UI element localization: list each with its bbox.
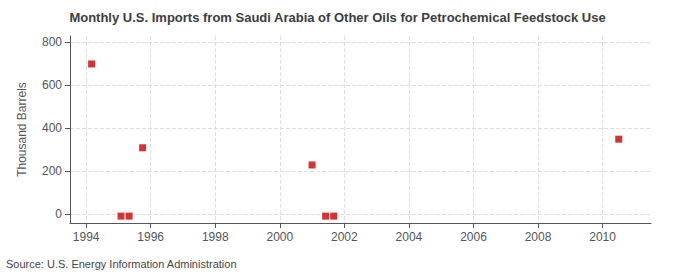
svg-text:2008: 2008 (525, 230, 552, 244)
svg-text:Monthly U.S. Imports from Saud: Monthly U.S. Imports from Saudi Arabia o… (69, 10, 605, 25)
svg-text:0: 0 (55, 207, 62, 221)
svg-text:Thousand Barrels: Thousand Barrels (15, 82, 29, 177)
svg-text:200: 200 (42, 164, 62, 178)
svg-text:2002: 2002 (331, 230, 358, 244)
svg-text:2004: 2004 (396, 230, 423, 244)
svg-text:800: 800 (42, 35, 62, 49)
svg-text:Source: U.S. Energy Informatio: Source: U.S. Energy Information Administ… (6, 258, 237, 270)
svg-text:600: 600 (42, 78, 62, 92)
svg-text:2000: 2000 (266, 230, 293, 244)
svg-text:2010: 2010 (589, 230, 616, 244)
svg-text:2006: 2006 (460, 230, 487, 244)
svg-text:1994: 1994 (73, 230, 100, 244)
svg-text:400: 400 (42, 121, 62, 135)
svg-text:1998: 1998 (202, 230, 229, 244)
svg-text:1996: 1996 (137, 230, 164, 244)
